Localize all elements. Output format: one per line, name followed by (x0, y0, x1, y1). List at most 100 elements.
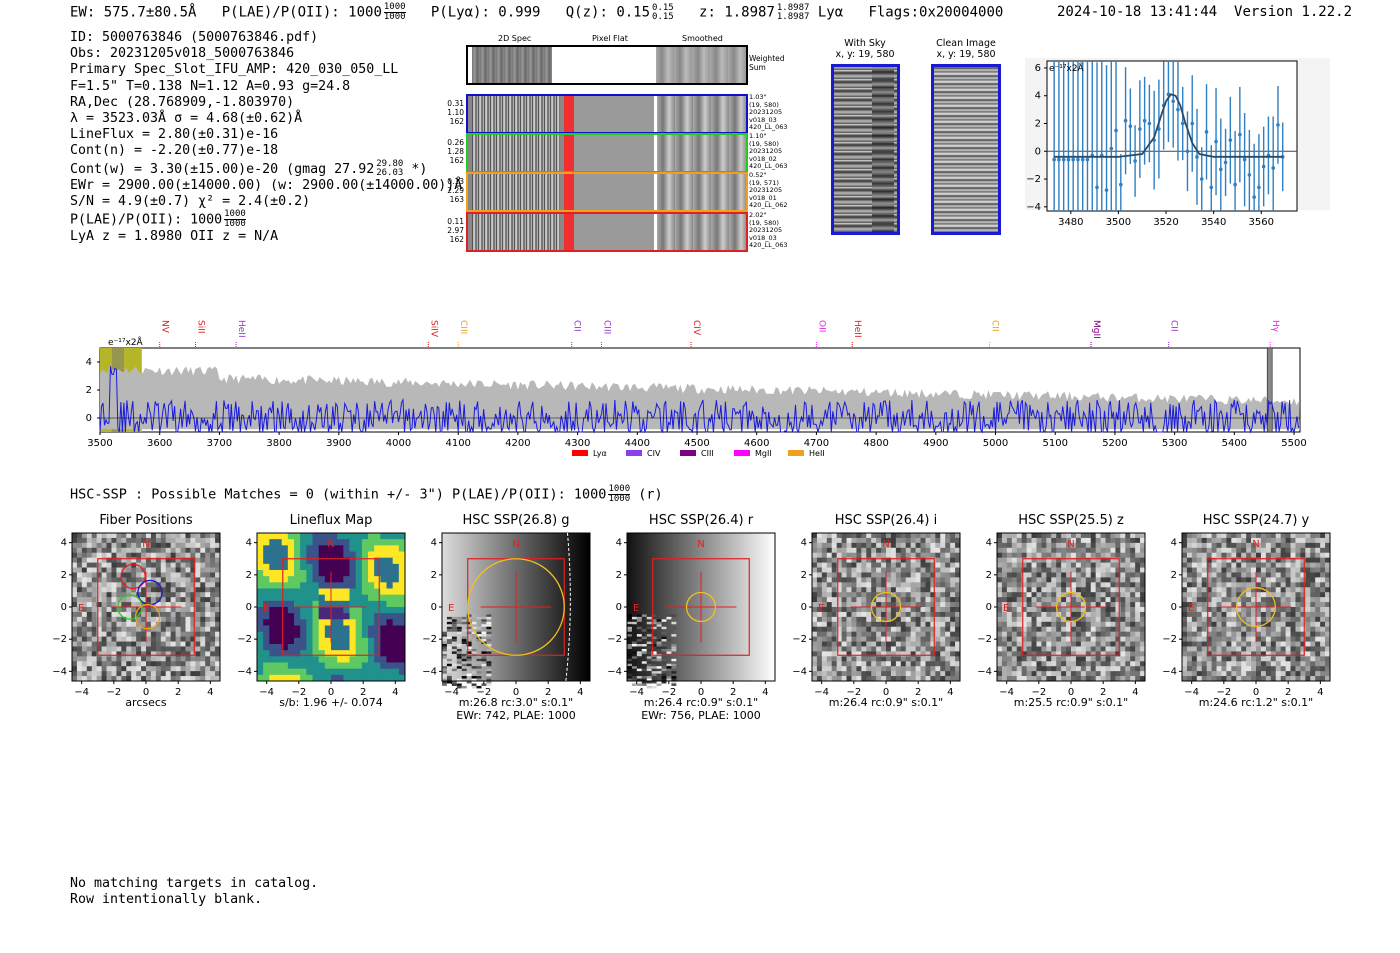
spec2d-left-value: 0.31 (447, 99, 464, 108)
cutout-caption-2: EWr: 756, PLAE: 1000 (641, 709, 761, 722)
footer-line2: Row intentionally blank. (70, 891, 263, 907)
spec2d-divider (654, 135, 657, 171)
header-z-hi: 1.8987 (776, 2, 810, 13)
spec2d-bad-column (564, 214, 574, 250)
clean-sub: x, y: 19, 580 (936, 49, 996, 60)
spec2d-smooth (657, 174, 746, 210)
cutout-title: HSC SSP(25.5) z (1018, 513, 1124, 528)
cutout-xtick-label: 4 (577, 687, 583, 697)
full-ytick-label: 2 (86, 385, 92, 396)
zoom-data-point (1247, 173, 1252, 177)
full-xtick-label: 3900 (326, 438, 351, 449)
cutout-ytick-label: −4 (977, 666, 992, 677)
cutout-title: HSC SSP(26.4) i (834, 513, 938, 528)
spec2d-title-smooth: Smoothed (682, 34, 723, 43)
cutout-title: HSC SSP(26.8) g (462, 513, 570, 528)
zoom-ylabel: e⁻¹⁷x2Å (1049, 62, 1085, 74)
spec2d-right-value: 20231205 (749, 186, 783, 194)
full-ylabel: e⁻¹⁷x2Å (108, 336, 144, 348)
spec2d-row (466, 133, 748, 173)
withsky-sub: x, y: 19, 580 (835, 49, 895, 60)
cutout-xtick-label: −4 (444, 687, 459, 697)
header-qz-lo: 0.15 (652, 11, 674, 22)
cutout-match-circle (1055, 591, 1087, 623)
cutout-ytick-label: 2 (246, 570, 252, 581)
cutout-ytick-label: −4 (607, 666, 622, 677)
compass-east: E (1188, 603, 1194, 614)
hsc-plae-frac: 1000 1000 (608, 485, 631, 504)
info-lineflux: LineFlux = 2.80(±0.31)e-16 (70, 127, 279, 143)
full-xtick-label: 5400 (1222, 438, 1247, 449)
cutout-xtick-label: 4 (392, 687, 398, 697)
zoom-data-point (1076, 157, 1080, 162)
header-plae-lo: 1000 (383, 12, 406, 22)
full-line-label: SiIV (428, 320, 438, 338)
info-plae-hi: 1000 (224, 209, 246, 221)
full-line-label: CII (990, 320, 1000, 332)
spec2d-smooth (657, 135, 746, 171)
zoom-data-point (1171, 99, 1175, 104)
info-plae: P(LAE)/P(OII): 1000 (70, 212, 223, 228)
spec2d-right-value: 20231205 (749, 108, 783, 116)
full-line-label: HeII (852, 320, 862, 338)
spec2d-panel: 2D Spec Pixel Flat Smoothed Weighted Sum… (440, 32, 800, 257)
spec2d-noise (472, 96, 560, 132)
cutout-xtick-label: 2 (175, 687, 181, 697)
zoom-data-point (1180, 121, 1185, 126)
cutout-xtick-label: −4 (814, 687, 829, 697)
full-legend-swatch (680, 450, 696, 456)
header-line-name: Lyα (817, 4, 844, 21)
zoom-data (1052, 61, 1285, 211)
cutout-xtick-label: 2 (1100, 687, 1106, 697)
cutout-xtick-label: 2 (730, 687, 736, 697)
zoom-xtick-label: 3480 (1058, 217, 1083, 228)
zoom-data-point (1128, 124, 1133, 129)
withsky-titles: With Sky x, y: 19, 580 (830, 38, 900, 60)
spec2d-row-left: 0.31 1.10 162 (446, 99, 464, 126)
cutout-aperture-box (97, 558, 195, 656)
zoom-data-point (1057, 157, 1061, 162)
full-xtick-label: 4500 (684, 438, 709, 449)
cutout-ytick-label: 4 (61, 538, 67, 549)
spec2d-left-value: 1.28 (447, 147, 464, 156)
fiber-circle (117, 594, 143, 620)
zoom-chart-frame (1046, 60, 1298, 212)
header-version: Version 1.22.2 (1234, 4, 1353, 20)
cutout-image: N E −4 −4 −2 −2 0 0 2 2 4 4 (422, 532, 591, 697)
info-plae-line: P(LAE)/P(OII): 1000 1000 1000 (70, 210, 462, 229)
weighted-sum-spec (472, 47, 552, 83)
spec2d-flat (574, 174, 654, 210)
full-xtick-label: 4400 (625, 438, 650, 449)
compass-north: N (327, 539, 334, 550)
spec2d-left-value: 2.97 (447, 226, 464, 235)
zoom-fit-line (1054, 93, 1283, 158)
cutout-caption-2: EWr: 742, PLAE: 1000 (456, 709, 576, 722)
compass-north: N (142, 539, 149, 550)
full-xtick-label: 3700 (207, 438, 232, 449)
full-legend-label: CIII (701, 449, 714, 458)
cutout-ytick-label: −2 (52, 634, 67, 645)
cutout-xtick-label: 4 (947, 687, 953, 697)
cutout-ytick-label: 4 (246, 538, 252, 549)
zoom-data-point (1214, 139, 1218, 144)
full-legend-label: MgII (755, 449, 772, 458)
zoom-data-point (1223, 160, 1228, 165)
info-lambda: λ = 3523.03Å σ = 4.68(±0.62)Å (70, 111, 303, 127)
full-line-label: Hγ (1270, 320, 1280, 333)
cutout-xtick-label: −4 (74, 687, 89, 697)
cutout-aperture-box (652, 558, 750, 656)
cutout-match-circle (685, 591, 717, 623)
full-xtick-label: 5300 (1162, 438, 1187, 449)
clean-titles: Clean Image x, y: 19, 580 (930, 38, 1002, 60)
cutout-ytick-label: 2 (616, 570, 622, 581)
spec2d-row (466, 212, 748, 252)
zoom-ytick-label: 6 (1035, 63, 1041, 74)
header-right: 2024-10-18 13:41:44 Version 1.22.2 (1057, 4, 1352, 20)
spec2d-title-2d: 2D Spec (498, 34, 532, 43)
cutout-xtick-label: −2 (661, 687, 676, 697)
cutout-ytick-label: −4 (792, 666, 807, 677)
full-xtick-label: 4600 (744, 438, 769, 449)
cutout-ytick-label: 4 (616, 538, 622, 549)
compass-east: E (1003, 603, 1009, 614)
spec2d-left-value: 162 (449, 156, 464, 165)
